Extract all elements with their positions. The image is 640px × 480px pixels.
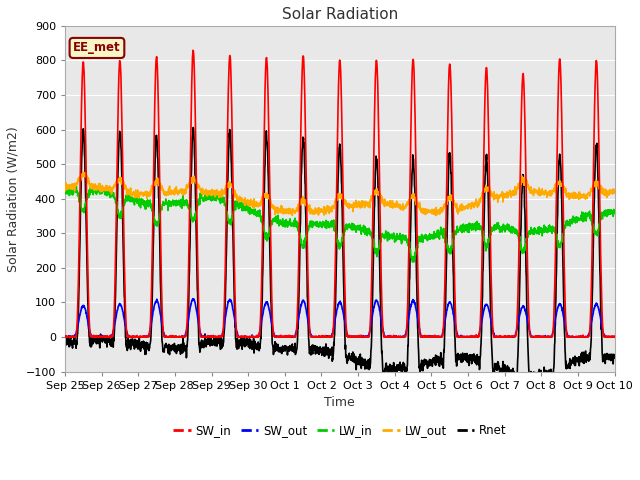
- Title: Solar Radiation: Solar Radiation: [282, 7, 398, 22]
- Legend: SW_in, SW_out, LW_in, LW_out, Rnet: SW_in, SW_out, LW_in, LW_out, Rnet: [168, 419, 511, 442]
- Y-axis label: Solar Radiation (W/m2): Solar Radiation (W/m2): [7, 126, 20, 272]
- Text: EE_met: EE_met: [73, 41, 121, 54]
- X-axis label: Time: Time: [324, 396, 355, 409]
